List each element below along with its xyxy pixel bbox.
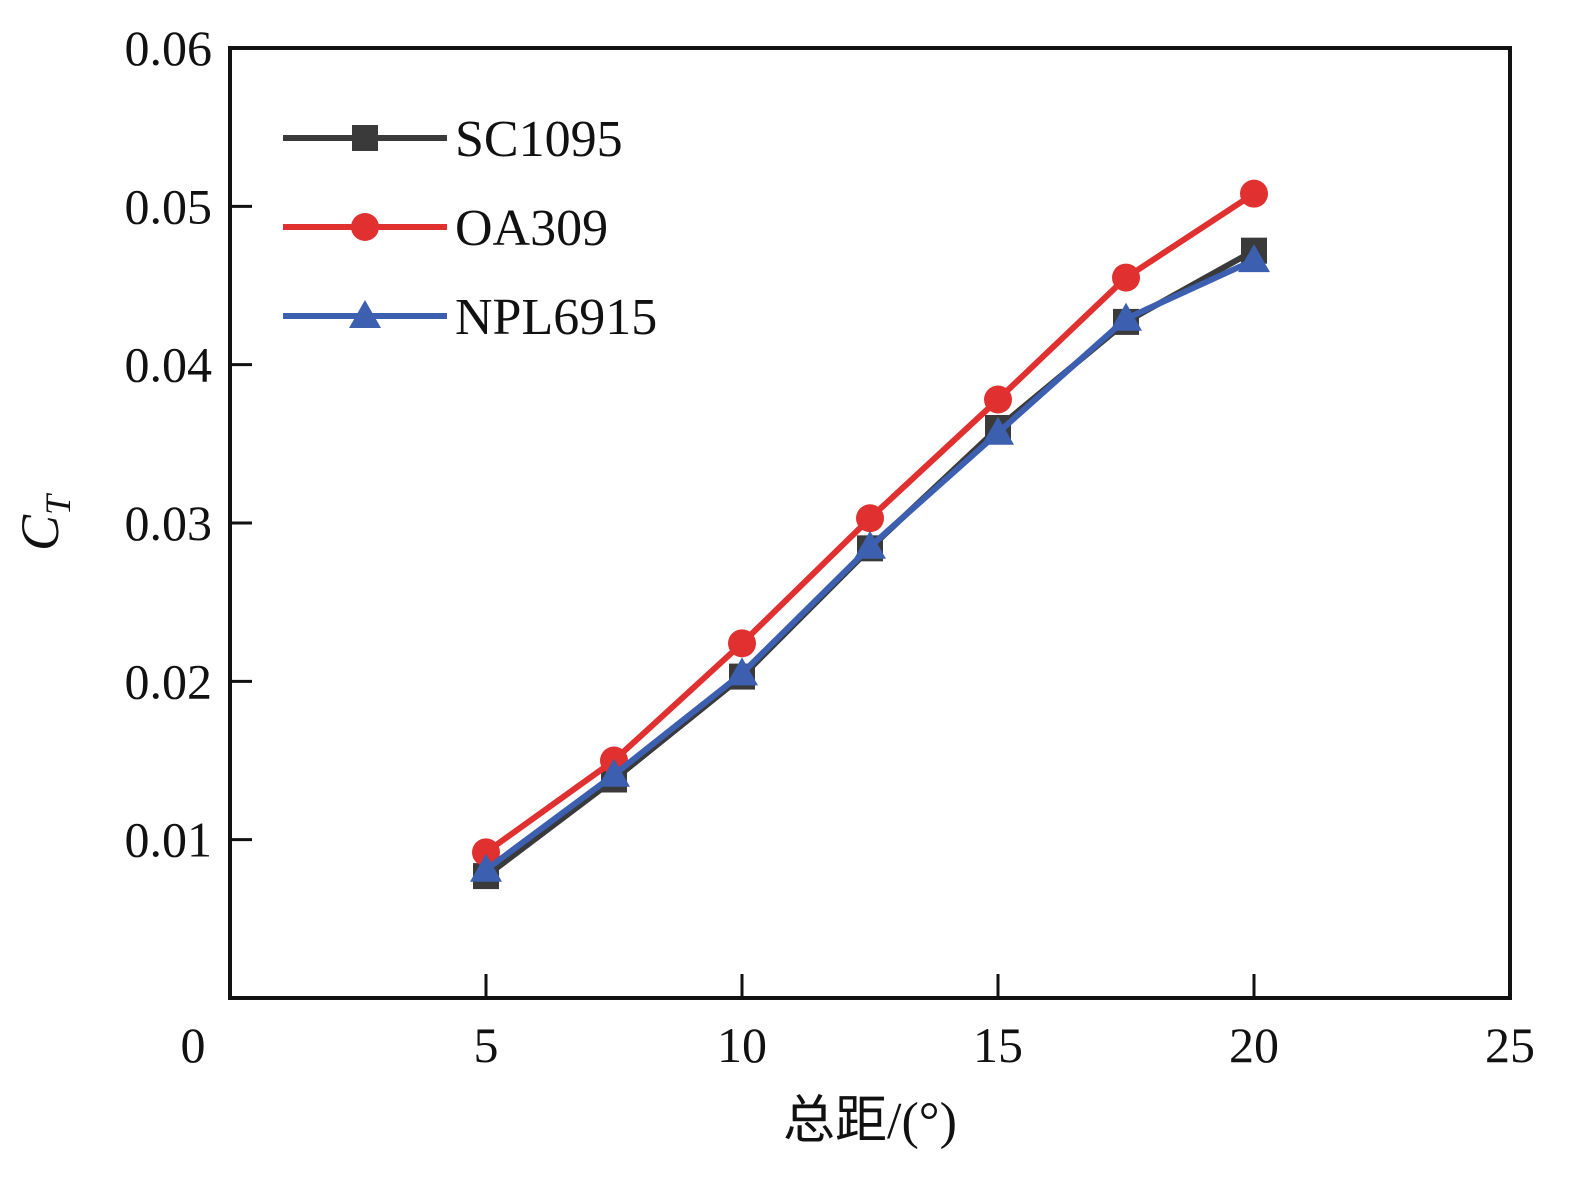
data-point — [1240, 179, 1268, 208]
x-tick-label: 15 — [973, 1017, 1023, 1073]
y-axis-label: CT — [10, 492, 78, 551]
y-axis-label-sub: T — [38, 492, 78, 515]
data-point — [854, 530, 886, 559]
x-tick-label: 10 — [717, 1017, 767, 1073]
data-point — [728, 629, 756, 658]
x-tick-label: 5 — [474, 1017, 499, 1073]
data-point — [1238, 244, 1270, 273]
legend-label: SC1095 — [455, 111, 623, 168]
y-tick-label: 0.06 — [125, 20, 213, 76]
data-point — [982, 416, 1014, 445]
series-oa309 — [472, 179, 1268, 867]
series-group — [470, 179, 1270, 890]
data-point — [1112, 263, 1140, 292]
legend-marker — [349, 300, 381, 328]
legend-label: OA309 — [455, 200, 608, 257]
data-point — [598, 758, 630, 787]
data-point — [726, 657, 758, 686]
data-point — [470, 853, 502, 882]
y-tick-label: 0.02 — [125, 653, 213, 709]
axes: 0.01 0.02 0.03 0.04 0.05 0.06 0 5 10 15 20 25 — [125, 20, 1536, 1073]
y-tick-label: 0.05 — [125, 178, 213, 234]
x-tick-label: 20 — [1229, 1017, 1279, 1073]
data-point — [1110, 302, 1142, 331]
y-tick-label: 0.01 — [125, 812, 213, 868]
legend: SC1095 OA309 NPL6915 — [283, 111, 657, 346]
y-tick-label: 0.03 — [125, 495, 213, 551]
series-npl6915 — [470, 244, 1270, 882]
data-point — [472, 838, 500, 867]
data-point — [856, 504, 884, 533]
x-axis-label: 总距/(°) — [783, 1093, 957, 1150]
legend-marker — [351, 213, 379, 241]
x-tick-label: 25 — [1485, 1017, 1535, 1073]
legend-marker — [352, 125, 378, 151]
legend-item-sc1095: SC1095 — [283, 111, 623, 168]
data-point — [984, 385, 1012, 414]
legend-item-npl6915: NPL6915 — [283, 289, 657, 346]
legend-item-oa309: OA309 — [283, 200, 608, 257]
y-axis-label-main: C — [10, 514, 70, 551]
x-tick-label: 0 — [181, 1017, 206, 1073]
y-tick-label: 0.04 — [125, 337, 213, 393]
svg-text:CT: CT — [10, 492, 78, 551]
legend-label: NPL6915 — [455, 289, 657, 346]
